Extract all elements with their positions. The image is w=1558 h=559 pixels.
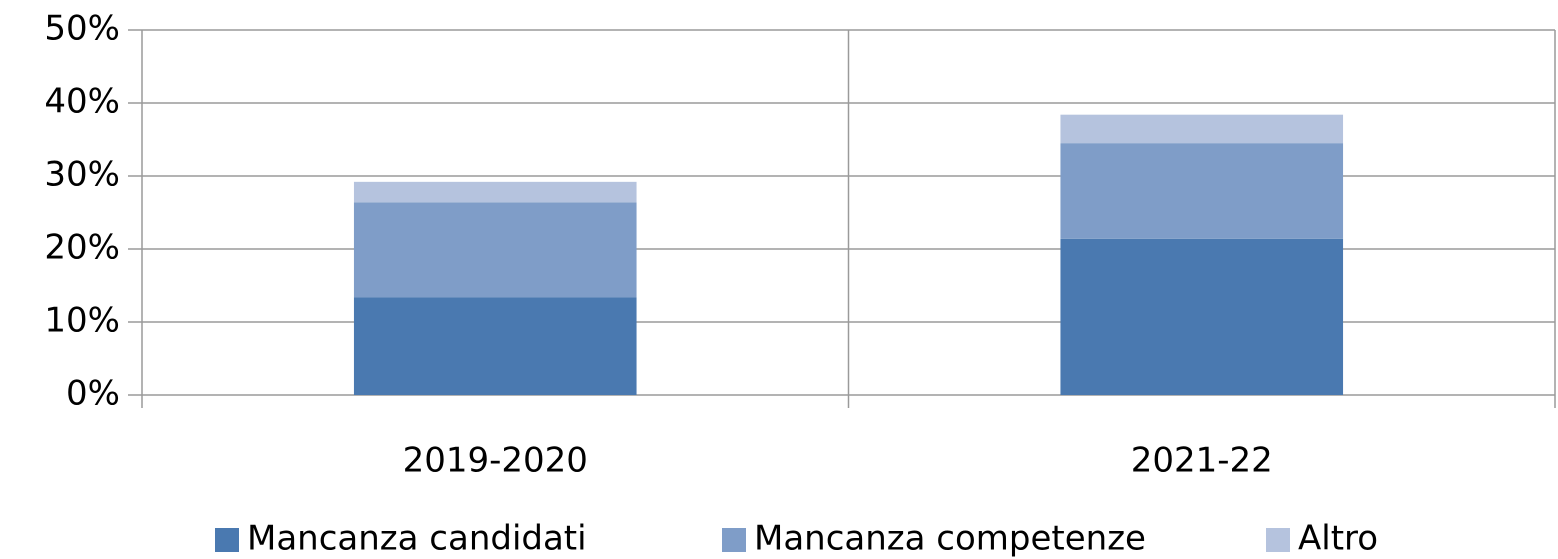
legend-swatch (215, 528, 239, 552)
bar-segment (1060, 143, 1344, 239)
legend-label: Mancanza competenze (754, 519, 1146, 559)
bar-segment (353, 202, 637, 298)
bar-segment (353, 297, 637, 395)
bar-segment (1060, 114, 1344, 144)
legend-swatch (1266, 528, 1290, 552)
y-tick-label: 0% (66, 374, 120, 414)
bar-segment (1060, 238, 1344, 395)
y-tick-label: 40% (44, 82, 120, 122)
legend-swatch (722, 528, 746, 552)
y-tick-label: 20% (44, 228, 120, 268)
legend-label: Mancanza candidati (247, 519, 587, 559)
bar-segment (353, 181, 637, 203)
y-tick-label: 50% (44, 9, 120, 49)
x-tick-label: 2019-2020 (403, 441, 588, 481)
y-tick-label: 30% (44, 155, 120, 195)
y-tick-label: 10% (44, 301, 120, 341)
x-tick-label: 2021-22 (1131, 441, 1273, 481)
legend-label: Altro (1298, 519, 1378, 559)
